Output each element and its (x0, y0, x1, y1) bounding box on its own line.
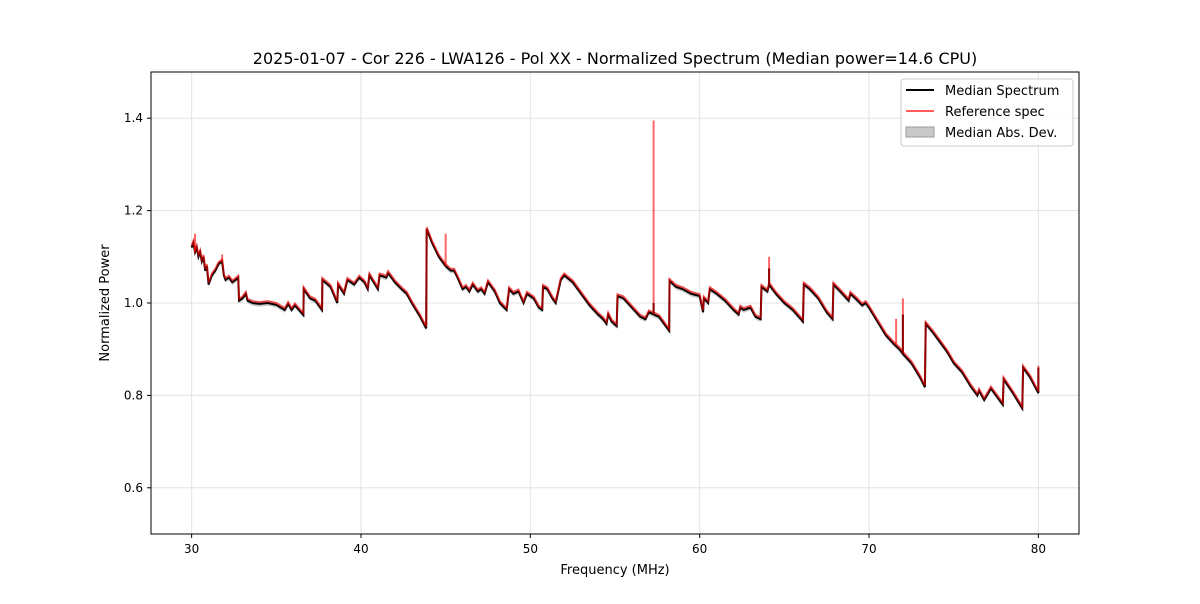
legend-swatch-mad (905, 126, 935, 138)
series-layer (190, 120, 1040, 412)
y-tick-label: 1.2 (124, 204, 143, 218)
reference-spectrum-line (190, 226, 1040, 410)
median-spectrum-line (190, 228, 1040, 412)
grid (151, 72, 1079, 534)
legend-label-reference: Reference spec (945, 105, 1045, 120)
x-tick-label: 60 (692, 542, 707, 556)
chart-title: 2025-01-07 - Cor 226 - LWA126 - Pol XX -… (253, 49, 977, 68)
legend-box (900, 78, 1074, 147)
y-tick-label: 0.6 (124, 481, 143, 495)
legend-label-mad: Median Abs. Dev. (945, 126, 1057, 141)
y-axis-label: Normalized Power (98, 244, 113, 362)
x-tick-label: 40 (353, 542, 368, 556)
x-tick-label: 70 (861, 542, 876, 556)
y-tick-label: 0.8 (124, 388, 143, 402)
ticks: 30 40 50 60 70 80 0.6 0.8 1.0 1.2 1.4 (124, 111, 1046, 556)
x-tick-label: 30 (184, 542, 199, 556)
x-axis-label: Frequency (MHz) (560, 563, 669, 578)
y-tick-label: 1.4 (124, 111, 143, 125)
x-tick-label: 50 (523, 542, 538, 556)
legend-label-median: Median Spectrum (945, 84, 1059, 99)
x-tick-label: 80 (1031, 542, 1046, 556)
legend: Median Spectrum Reference spec Median Ab… (900, 78, 1074, 147)
y-tick-label: 1.0 (124, 296, 143, 310)
mad-band (191, 226, 1039, 412)
